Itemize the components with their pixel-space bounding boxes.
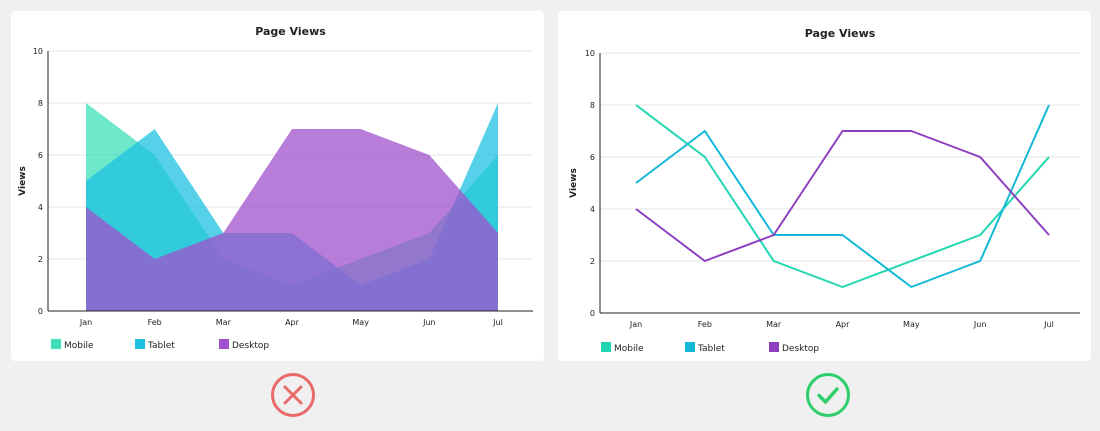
y-axis-label: Views [569, 168, 579, 198]
x-tick-apr: Apr [836, 320, 851, 329]
y-axis-label: Views [18, 166, 28, 196]
y-tick-label: 4 [38, 203, 43, 212]
area-chart: Page Views 0 2 4 6 8 10 Jan Feb Mar Apr May Jun Jul Vi… [18, 25, 533, 351]
y-tick-label: 4 [590, 205, 595, 214]
legend-swatch-desktop [769, 342, 779, 352]
area-desktop [86, 129, 498, 311]
y-tick-label: 6 [38, 151, 43, 160]
line-mobile [635, 104, 1050, 288]
y-tick-label: 10 [585, 49, 595, 58]
area-chart-card: Page Views 0 2 4 6 8 10 Jan Feb Mar Apr May Jun Jul Vi… [11, 11, 544, 361]
x-tick-mar: Mar [216, 318, 232, 327]
y-tick-label: 8 [38, 99, 43, 108]
line-chart-card: Page Views 0 2 4 6 8 10 Jan Feb Mar Apr May Jun Jul Vi… [558, 11, 1091, 361]
legend-label-desktop: Desktop [782, 344, 819, 354]
x-tick-feb: Feb [698, 320, 712, 329]
legend-swatch-tablet [135, 339, 145, 349]
x-tick-jan: Jan [629, 320, 642, 329]
legend-label-tablet: Tablet [147, 341, 175, 351]
legend-label-tablet: Tablet [697, 344, 725, 354]
x-tick-jan: Jan [79, 318, 92, 327]
y-tick-label: 2 [38, 255, 43, 264]
legend-swatch-mobile [601, 342, 611, 352]
y-tick-label: 0 [38, 307, 43, 316]
x-tick-may: May [352, 318, 369, 327]
legend-label-mobile: Mobile [64, 341, 94, 351]
x-tick-mar: Mar [766, 320, 782, 329]
x-tick-apr: Apr [285, 318, 300, 327]
legend-label-mobile: Mobile [614, 344, 644, 354]
x-tick-jul: Jul [1043, 320, 1054, 329]
legend-swatch-tablet [685, 342, 695, 352]
y-tick-label: 2 [590, 257, 595, 266]
chart-title: Page Views [805, 27, 876, 40]
cross-circle-icon [270, 372, 316, 422]
x-tick-may: May [903, 320, 920, 329]
y-tick-label: 0 [590, 309, 595, 318]
x-tick-jun: Jun [973, 320, 987, 329]
line-desktop [635, 130, 1050, 262]
legend-swatch-desktop [219, 339, 229, 349]
legend-label-desktop: Desktop [232, 341, 269, 351]
x-tick-jun: Jun [422, 318, 436, 327]
legend-swatch-mobile [51, 339, 61, 349]
y-tick-label: 6 [590, 153, 595, 162]
y-tick-label: 10 [33, 47, 43, 56]
line-chart: Page Views 0 2 4 6 8 10 Jan Feb Mar Apr May Jun Jul Vi… [569, 27, 1080, 354]
y-tick-label: 8 [590, 101, 595, 110]
x-tick-jul: Jul [492, 318, 503, 327]
line-tablet [635, 104, 1050, 288]
x-tick-feb: Feb [148, 318, 162, 327]
check-circle-icon [805, 372, 851, 422]
chart-title: Page Views [255, 25, 326, 38]
